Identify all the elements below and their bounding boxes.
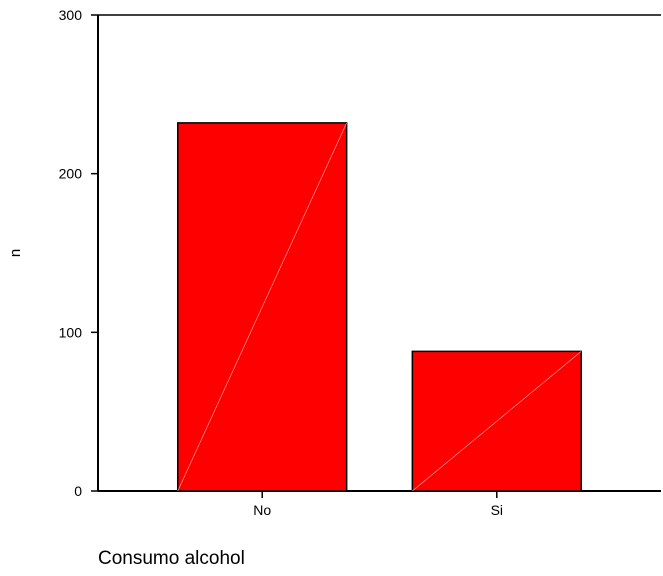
x-tick-label-no: No [253, 502, 271, 518]
bar-hatch-line [412, 351, 582, 492]
y-tick-label: 0 [74, 483, 82, 499]
bar-hatch-line [177, 122, 347, 492]
y-axis-ticks: 0 100 200 300 [59, 7, 98, 499]
x-axis-ticks: No Si [253, 491, 503, 518]
y-tick-label: 100 [59, 324, 83, 340]
y-tick-label: 200 [59, 166, 83, 182]
y-tick-label: 300 [59, 7, 83, 23]
y-axis-label: n [7, 249, 24, 257]
x-axis-label: Consumo alcohol [98, 548, 245, 569]
x-tick-label-si: Si [491, 502, 503, 518]
bars [177, 122, 582, 492]
